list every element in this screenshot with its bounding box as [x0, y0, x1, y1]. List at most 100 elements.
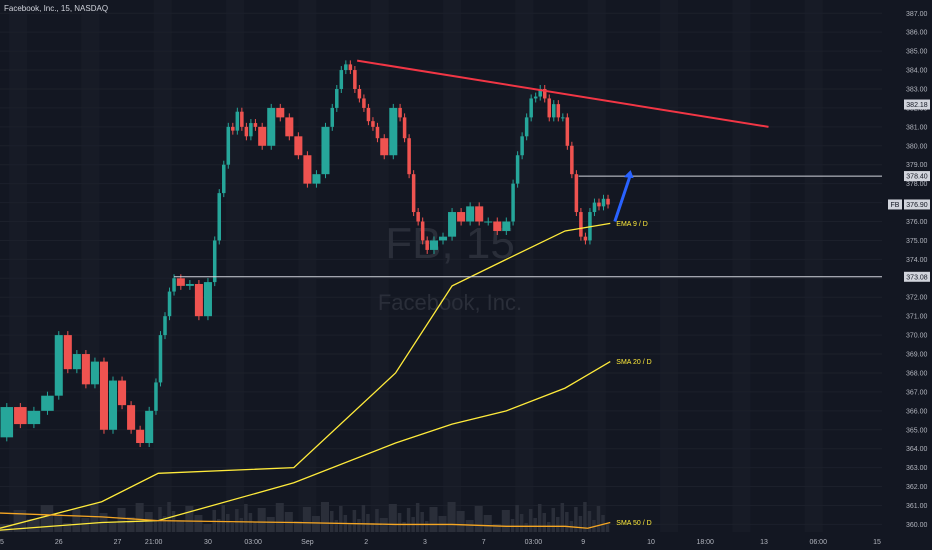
session-band [732, 0, 751, 532]
session-band [153, 0, 172, 532]
y-tick-label: 387.00 [906, 11, 928, 18]
candle-body [267, 107, 276, 146]
volume-bar [546, 522, 551, 532]
y-tick-label: 364.00 [906, 446, 928, 453]
candle-body [348, 64, 353, 71]
session-band [226, 0, 245, 532]
x-tick-label: 7 [482, 539, 486, 546]
volume-bar [397, 513, 402, 532]
volume-bar [244, 504, 248, 532]
volume-bar [402, 522, 406, 532]
candle-body [597, 202, 601, 207]
indicator-line [0, 361, 611, 531]
candle-body [561, 117, 565, 119]
indicator-line [0, 512, 611, 529]
candle-body [27, 410, 41, 425]
watermark-name: Facebook, Inc. [378, 290, 522, 315]
candle-body [203, 282, 212, 317]
x-tick-label: 06:00 [809, 539, 827, 546]
y-tick-label: 368.00 [906, 370, 928, 377]
volume-bar [40, 505, 54, 532]
x-tick-label: 03:00 [525, 539, 543, 546]
indicator-line [0, 222, 611, 529]
volume-bar [583, 502, 587, 532]
volume-bar [90, 504, 99, 532]
x-axis-panel[interactable] [0, 532, 932, 550]
chart-title: Facebook, Inc., 15, NASDAQ [4, 4, 109, 13]
session-band [804, 0, 823, 532]
candle-body [601, 198, 606, 207]
candle-body [380, 138, 389, 156]
candle-body [118, 380, 127, 406]
y-axis-panel[interactable] [882, 0, 932, 532]
candle-body [303, 155, 312, 184]
arrow-head [623, 170, 634, 179]
volume-bar [0, 524, 13, 532]
volume-bar [542, 513, 546, 532]
volume-bar [108, 522, 117, 532]
drawings[interactable] [356, 59, 769, 222]
volume-bar [375, 509, 379, 532]
candle-body [54, 335, 63, 396]
candle-body [407, 138, 411, 175]
session-band [81, 0, 100, 532]
y-tick-label: 379.00 [906, 162, 928, 169]
x-tick-label: 3 [423, 539, 427, 546]
volume-bar [574, 507, 578, 532]
candle-body [99, 361, 108, 430]
volume-bar [510, 519, 515, 532]
volume-bar [605, 524, 610, 532]
candle-body [240, 111, 244, 127]
volume-bar [144, 512, 153, 532]
x-tick-label: 21:00 [145, 539, 163, 546]
candle-body [158, 335, 163, 383]
volume-bar [302, 507, 311, 532]
candle-body [90, 361, 99, 385]
volume-bar [519, 514, 524, 532]
session-band [370, 0, 389, 532]
candle-body [244, 126, 249, 137]
candle-body [321, 126, 330, 175]
volume-bar [537, 504, 542, 532]
volume-bar [501, 510, 510, 532]
volume-bar [230, 523, 235, 532]
candle-body [398, 107, 402, 118]
y-tick-label: 383.00 [906, 86, 928, 93]
volume-bar [379, 518, 388, 532]
volume-bar [311, 516, 320, 532]
volume-bar [352, 510, 357, 532]
y-tick-label: 374.00 [906, 257, 928, 264]
x-tick-label: 2 [364, 539, 368, 546]
candle-body [312, 174, 321, 184]
volume-bar [357, 519, 361, 532]
candle-body [466, 206, 475, 222]
y-tick-label: 372.00 [906, 295, 928, 302]
x-tick-label: Sep [301, 539, 314, 546]
candle-body [547, 98, 552, 118]
volume-bar [533, 518, 537, 532]
candle-body [127, 405, 136, 430]
volume-bar [587, 511, 592, 532]
candle-body [108, 380, 118, 430]
indicator-lines: EMA 9 / D SMA 20 / D SMA 50 / D [0, 221, 652, 531]
x-axis: 25 26 27 21:00 30 03:00 Sep 2 3 7 03:00 9 10 18:00 13 0… [0, 539, 881, 546]
y-tick-label: 380.00 [906, 143, 928, 150]
x-tick-label: 03:00 [244, 539, 262, 546]
x-tick-label: 18:00 [696, 539, 714, 546]
candle-body [520, 136, 524, 156]
candle-body [439, 236, 448, 241]
candle-body [556, 104, 561, 118]
volume-bar [551, 508, 556, 532]
candle-body [258, 126, 267, 146]
volume-bar [63, 523, 72, 532]
candle-body [448, 212, 457, 237]
volume-bar [13, 510, 27, 532]
trend-line [356, 59, 769, 128]
symbol-tag-bg [888, 199, 902, 210]
y-tick-label: 363.00 [906, 465, 928, 472]
volume-bar [235, 509, 239, 532]
volume-bar [203, 524, 212, 532]
candle-body [249, 123, 253, 137]
candle-body [484, 221, 493, 223]
